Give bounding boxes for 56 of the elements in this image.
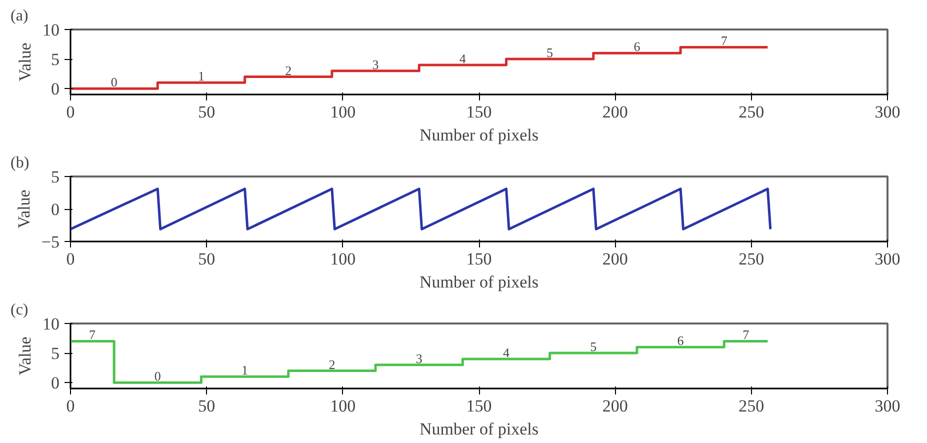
y-axis-title: Value bbox=[14, 190, 34, 228]
x-tick-label: 0 bbox=[66, 102, 75, 122]
x-tick-label: 50 bbox=[198, 250, 216, 268]
x-tick-label: 150 bbox=[466, 102, 492, 122]
annotation: 6 bbox=[634, 39, 641, 54]
x-tick-label: 150 bbox=[466, 250, 492, 268]
y-tick-label: 10 bbox=[42, 20, 60, 40]
annotation: 1 bbox=[198, 68, 204, 84]
chart-title: (b) bbox=[10, 154, 30, 172]
y-tick-label: 0 bbox=[51, 374, 60, 393]
x-tick-label: 250 bbox=[738, 250, 764, 268]
annotation: 0 bbox=[110, 74, 118, 90]
annotation: 0 bbox=[154, 368, 161, 384]
x-tick-label: 200 bbox=[602, 396, 628, 416]
x-tick-label: 50 bbox=[198, 102, 216, 122]
annotation: 7 bbox=[720, 33, 728, 48]
annotation: 3 bbox=[416, 350, 422, 366]
y-tick-label: 0 bbox=[51, 200, 60, 219]
x-axis-title: Number of pixels bbox=[420, 420, 538, 438]
annotation: 4 bbox=[459, 50, 466, 66]
annotation: 4 bbox=[502, 344, 510, 360]
x-tick-label: 150 bbox=[466, 396, 492, 416]
annotation: 3 bbox=[372, 56, 379, 72]
annotation: 6 bbox=[677, 333, 684, 348]
x-tick-label: 0 bbox=[66, 250, 75, 268]
x-tick-label: 300 bbox=[874, 102, 900, 122]
x-tick-label: 100 bbox=[330, 250, 356, 268]
x-axis-title: Number of pixels bbox=[420, 126, 538, 144]
y-axis-title: Value bbox=[16, 42, 34, 82]
x-axis-title: Number of pixels bbox=[420, 272, 538, 292]
annotation: 5 bbox=[590, 339, 597, 354]
x-tick-label: 300 bbox=[874, 250, 900, 268]
y-tick-label: 5 bbox=[51, 50, 60, 70]
chart-title: (c) bbox=[10, 302, 28, 318]
annotation: 2 bbox=[285, 62, 292, 78]
annotation: 5 bbox=[546, 45, 554, 60]
y-tick-label: 5 bbox=[51, 168, 60, 186]
x-tick-label: 250 bbox=[738, 396, 764, 416]
y-tick-label: −5 bbox=[41, 232, 60, 252]
x-tick-label: 200 bbox=[602, 102, 628, 122]
y-axis-title: Value bbox=[16, 336, 34, 376]
annotation: 7 bbox=[742, 327, 750, 342]
chart-title: (a) bbox=[10, 8, 28, 24]
y-tick-label: 10 bbox=[42, 314, 60, 334]
x-tick-label: 100 bbox=[330, 396, 356, 416]
y-tick-label: 0 bbox=[51, 80, 60, 99]
x-tick-label: 50 bbox=[198, 396, 216, 416]
x-tick-label: 100 bbox=[330, 102, 356, 122]
x-tick-label: 0 bbox=[66, 396, 75, 416]
annotation: 7 bbox=[89, 327, 96, 342]
annotation: 2 bbox=[328, 356, 336, 372]
x-tick-label: 250 bbox=[738, 102, 764, 122]
x-tick-label: 200 bbox=[602, 250, 628, 268]
x-tick-label: 300 bbox=[874, 396, 900, 416]
annotation: 1 bbox=[242, 362, 248, 378]
y-tick-label: 5 bbox=[51, 344, 60, 364]
